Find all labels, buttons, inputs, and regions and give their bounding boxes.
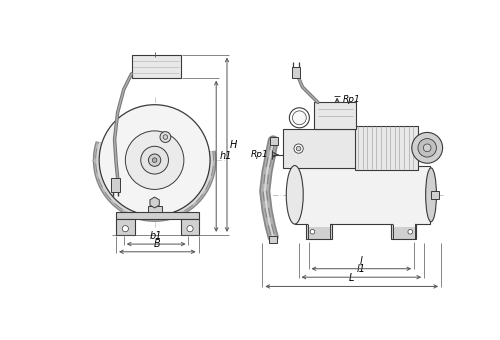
Bar xyxy=(308,221,330,227)
Bar xyxy=(355,125,418,170)
Circle shape xyxy=(290,108,310,128)
Text: l: l xyxy=(360,256,362,266)
Circle shape xyxy=(310,230,315,234)
Ellipse shape xyxy=(286,166,303,224)
Bar xyxy=(292,67,300,78)
Bar xyxy=(116,212,198,219)
Circle shape xyxy=(296,146,301,151)
Circle shape xyxy=(424,144,431,152)
Bar xyxy=(116,219,134,235)
Text: Rp1: Rp1 xyxy=(251,150,268,159)
Bar xyxy=(283,129,356,168)
Circle shape xyxy=(148,154,161,166)
Text: b1: b1 xyxy=(150,231,162,241)
Circle shape xyxy=(412,133,442,163)
Bar xyxy=(270,137,278,145)
Bar xyxy=(132,55,181,78)
Bar xyxy=(391,224,416,239)
Circle shape xyxy=(292,111,306,125)
Text: h1: h1 xyxy=(220,151,232,161)
Circle shape xyxy=(408,230,412,234)
Circle shape xyxy=(418,139,436,157)
Circle shape xyxy=(122,226,128,232)
Circle shape xyxy=(141,146,169,174)
Polygon shape xyxy=(150,197,160,208)
Circle shape xyxy=(294,144,303,153)
Text: Rp1: Rp1 xyxy=(342,95,360,104)
Circle shape xyxy=(152,158,157,163)
Bar xyxy=(431,191,438,199)
Circle shape xyxy=(99,105,210,216)
Ellipse shape xyxy=(426,168,436,222)
Bar xyxy=(112,178,120,192)
Bar xyxy=(148,206,162,212)
Bar xyxy=(392,221,415,227)
Bar xyxy=(181,219,198,235)
Circle shape xyxy=(187,226,193,232)
Text: L: L xyxy=(349,273,354,283)
Bar xyxy=(270,236,277,243)
Circle shape xyxy=(163,135,168,139)
Bar xyxy=(295,166,430,224)
Text: B: B xyxy=(154,239,160,249)
Bar xyxy=(314,102,356,129)
Circle shape xyxy=(126,131,184,189)
Bar xyxy=(306,224,332,239)
Text: H: H xyxy=(230,140,237,150)
Circle shape xyxy=(160,132,171,142)
Text: l1: l1 xyxy=(357,264,366,274)
